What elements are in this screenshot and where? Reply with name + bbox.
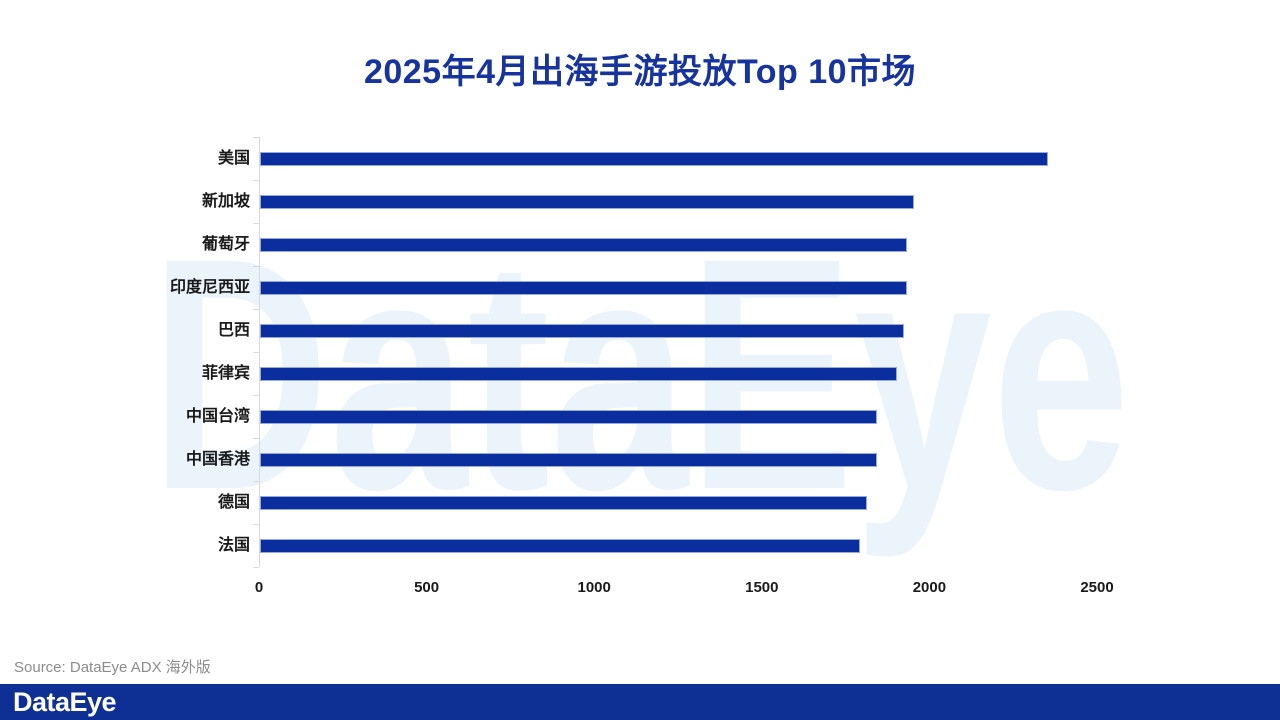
y-axis-tick	[253, 352, 259, 353]
category-label: 中国香港	[185, 451, 250, 468]
category-label: 中国台湾	[185, 408, 250, 425]
bar-6	[260, 367, 897, 381]
bar-10	[260, 539, 860, 553]
y-axis-tick	[253, 180, 259, 181]
bar-7	[260, 410, 877, 424]
y-axis-tick	[253, 438, 259, 439]
y-axis-tick	[253, 395, 259, 396]
y-axis-tick	[253, 309, 259, 310]
x-tick-label: 1500	[745, 579, 779, 596]
footer-bar: DataEye	[0, 684, 1280, 720]
bar-chart-plot-area: 美国新加坡葡萄牙印度尼西亚巴西菲律宾中国台湾中国香港德国法国	[0, 137, 1280, 568]
bar-3	[260, 238, 907, 252]
bar-2	[260, 195, 914, 209]
y-axis-tick	[253, 223, 259, 224]
x-tick-label: 500	[414, 579, 440, 596]
bar-8	[260, 453, 877, 467]
bar-1	[260, 152, 1048, 166]
x-tick-label: 2000	[912, 579, 947, 596]
bar-5	[260, 324, 904, 338]
x-axis-tick-labels: 0 500 1000 1500 2000 2500	[0, 579, 1280, 599]
y-axis-tick	[253, 266, 259, 267]
category-label: 德国	[217, 494, 250, 511]
bar-4	[260, 281, 907, 295]
source-note: Source: DataEye ADX 海外版	[14, 659, 211, 676]
x-tick-label: 1000	[577, 579, 611, 596]
bar-9	[260, 496, 867, 510]
category-label: 印度尼西亚	[169, 279, 250, 296]
category-label: 法国	[217, 537, 250, 554]
x-tick-label: 2500	[1080, 579, 1114, 596]
category-label: 葡萄牙	[201, 236, 250, 253]
y-axis-line	[259, 137, 260, 567]
dataeye-logo: DataEye	[13, 686, 117, 717]
category-label: 美国	[217, 150, 250, 167]
category-label: 新加坡	[201, 193, 250, 210]
x-tick-label: 0	[254, 579, 264, 596]
category-label: 菲律宾	[201, 365, 250, 382]
y-axis-tick	[253, 567, 259, 568]
y-axis-tick	[253, 137, 259, 138]
y-axis-tick	[253, 524, 259, 525]
category-label: 巴西	[217, 322, 250, 339]
page-title: 2025年4月出海手游投放Top 10市场	[363, 53, 917, 91]
y-axis-tick	[253, 481, 259, 482]
